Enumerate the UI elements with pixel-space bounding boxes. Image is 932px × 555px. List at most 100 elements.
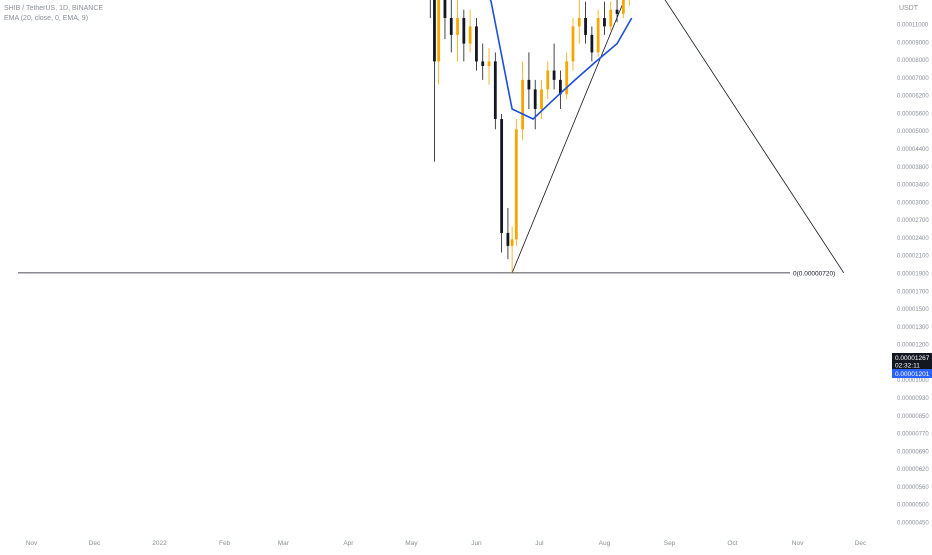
x-axis-tick-label: Oct [727, 540, 737, 547]
candle-body [590, 34, 594, 53]
candle [510, 226, 514, 273]
candle-body [521, 79, 525, 130]
candle [493, 52, 497, 130]
candle [443, 0, 447, 40]
candle-body [456, 18, 459, 35]
y-axis-tick-label: 0.00008000 [897, 58, 929, 64]
candle-body [514, 129, 518, 240]
y-axis-tick-label: 0.00005000 [897, 129, 929, 135]
trend-line[interactable] [511, 0, 632, 273]
y-axis-tick-label: 0.00003000 [897, 200, 929, 206]
last-price-badge [892, 353, 932, 369]
candle-body [506, 232, 510, 246]
candle-body [546, 70, 550, 90]
candle-body [577, 18, 581, 27]
y-axis-tick-label: 0.00000850 [897, 414, 929, 420]
candle [521, 61, 525, 140]
y-axis-tick-label: 0.00001300 [897, 325, 929, 331]
candle-body [493, 61, 497, 120]
x-axis-tick-label: Mar [278, 540, 290, 547]
y-axis-tick-label: 0.00011000 [897, 23, 929, 29]
candle [468, 9, 472, 53]
candle [481, 43, 485, 80]
candle [533, 79, 537, 130]
candle [571, 18, 575, 71]
candle [527, 52, 531, 109]
candle [621, 0, 625, 18]
candle [487, 47, 491, 85]
x-axis-tick-label: Sep [664, 540, 676, 547]
y-axis-tick-label: 0.00001200 [897, 343, 929, 349]
x-axis-tick-label: Dec [89, 540, 101, 547]
candle-body [443, 0, 447, 18]
x-axis-tick-label: Nov [26, 540, 38, 547]
candle [514, 119, 518, 246]
candle-body [603, 18, 606, 27]
candle-body [475, 26, 478, 62]
candle [500, 113, 504, 253]
candle [596, 9, 600, 57]
candle-body [481, 61, 485, 66]
candle-body [510, 239, 514, 246]
candle-body [615, 9, 619, 14]
candle-body [433, 0, 436, 62]
y-axis-tick-label: 0.00000450 [897, 521, 929, 527]
candle [615, 0, 619, 23]
x-axis-tick-label: Jul [535, 540, 544, 547]
x-axis-tick-label: Feb [219, 540, 231, 547]
candle-body [533, 89, 537, 109]
y-axis-tick-label: 0.00000930 [897, 396, 929, 402]
y-axis-tick-label: 0.00002400 [897, 236, 929, 242]
candle [546, 61, 550, 100]
y-axis-tick-label: 0.00009000 [897, 40, 929, 46]
ema-value-badge [892, 369, 932, 378]
y-axis-tick-label: 0.00006200 [897, 94, 929, 100]
chart-legend: SHIB / TetherUS, 1D, BINANCE EMA (20, cl… [4, 4, 103, 24]
candle [590, 26, 594, 62]
y-axis-tick-label: 0.00003800 [897, 165, 929, 171]
x-axis-tick-label: Apr [343, 540, 354, 547]
x-axis-tick-label: 2022 [152, 540, 167, 547]
currency-label: USDT [898, 5, 918, 12]
x-axis-tick-label: May [405, 540, 418, 547]
candle-body [527, 79, 531, 90]
candle [552, 43, 556, 90]
candle-body [571, 26, 575, 62]
y-axis-tick-label: 0.00000620 [897, 467, 929, 473]
x-axis-tick-label: Dec [855, 540, 867, 547]
candle-body [621, 0, 625, 14]
ema-indicator-label[interactable]: EMA (20, close, 0, EMA, 9) [4, 15, 89, 22]
y-axis-tick-label: 0.00005600 [897, 111, 929, 117]
y-axis-tick-label: 0.00002100 [897, 254, 929, 260]
candle [565, 52, 569, 100]
y-axis-tick-label: 0.00001500 [897, 307, 929, 313]
ema-value: 0.00001201 [895, 371, 930, 378]
candle [437, 0, 441, 85]
candle-body [462, 18, 466, 44]
candle [577, 0, 581, 44]
trend-line[interactable] [23, 0, 845, 274]
candle [603, 1, 606, 35]
y-axis-tick-label: 0.00004400 [897, 147, 929, 153]
candle-body [584, 18, 587, 35]
y-axis-tick-label: 0.00001000 [897, 378, 929, 384]
candle-body [596, 18, 600, 53]
candle [540, 79, 543, 120]
ema-line[interactable] [0, 0, 633, 120]
y-axis-tick-label: 0.00007000 [897, 76, 929, 82]
y-axis-tick-label: 0.00000500 [897, 503, 929, 509]
candle-body [609, 9, 613, 27]
y-axis-tick-label: 0.00003400 [897, 183, 929, 189]
candle [609, 1, 613, 31]
candle-body [449, 18, 453, 35]
symbol-title[interactable]: SHIB / TetherUS, 1D, BINANCE [4, 5, 104, 12]
candle [433, 0, 436, 162]
candle-body [540, 89, 543, 109]
candle [456, 0, 459, 62]
candle-body [552, 70, 556, 80]
candle [558, 70, 562, 109]
y-axis-tick-label: 0.00001700 [897, 289, 929, 295]
y-axis-tick-label: 0.00000560 [897, 485, 929, 491]
